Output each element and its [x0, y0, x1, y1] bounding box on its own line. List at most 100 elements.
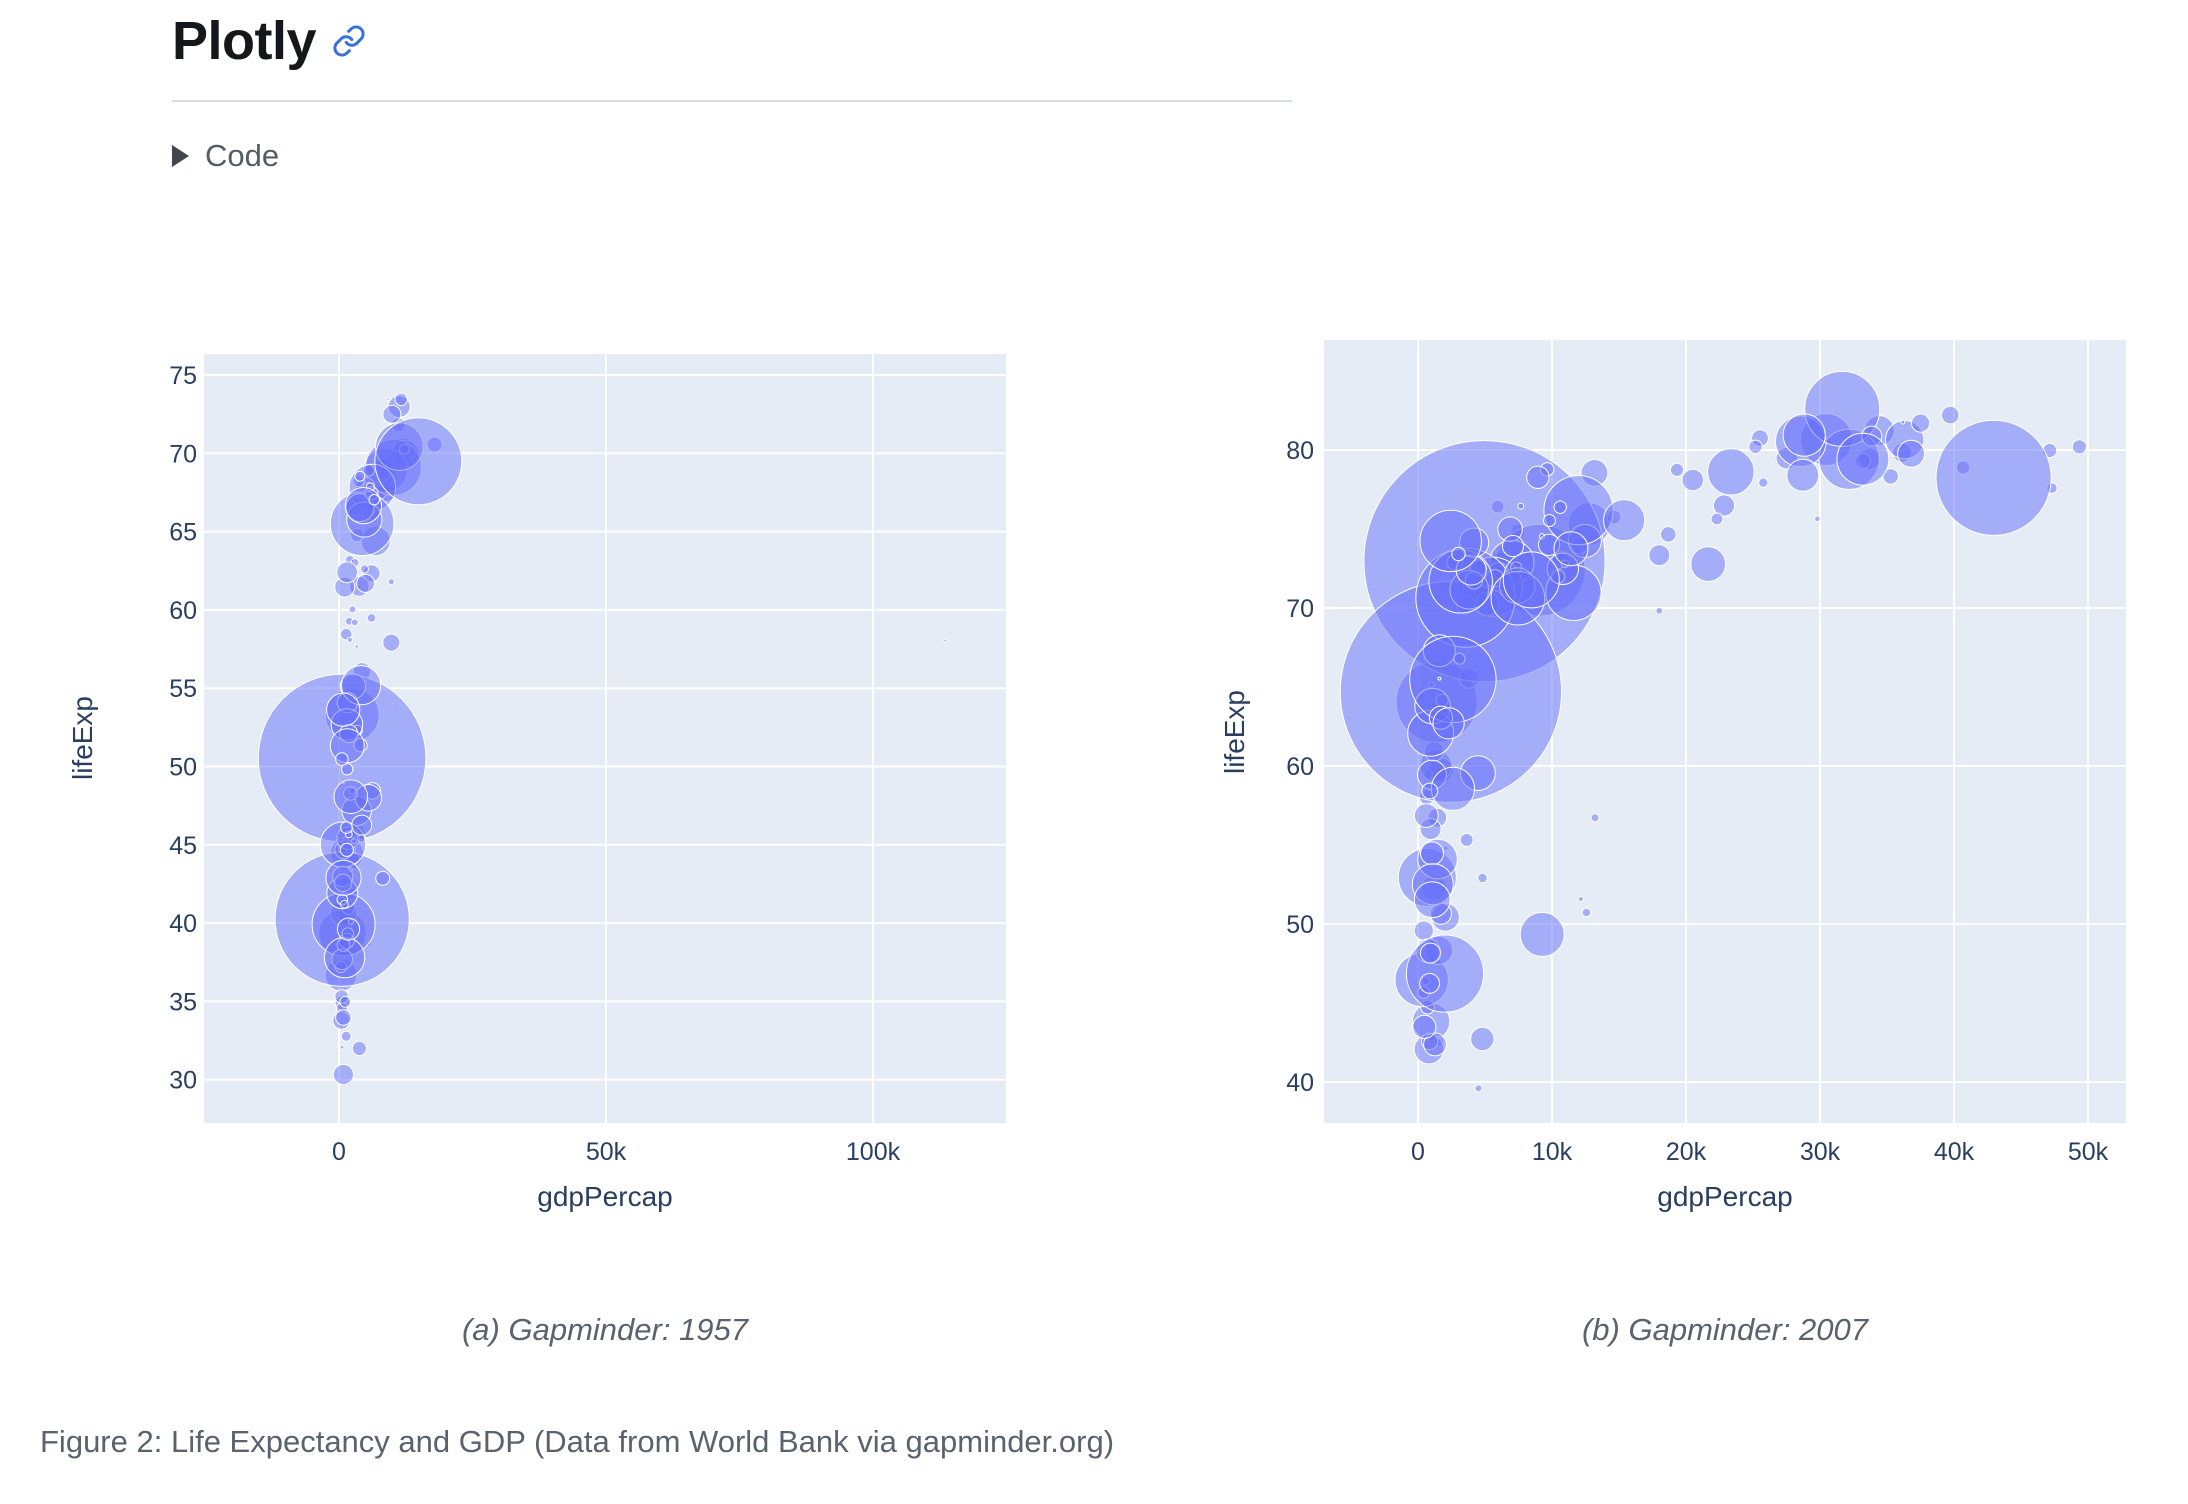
y-tick-label: 75	[169, 362, 197, 390]
bubble	[1437, 676, 1442, 681]
bubble	[1501, 535, 1525, 558]
x-tick-label: 20k	[1666, 1138, 1707, 1166]
bubble	[1911, 413, 1931, 433]
page-title: Plotly	[172, 10, 366, 72]
y-tick-label: 45	[169, 832, 197, 860]
bubble	[1712, 494, 1736, 517]
y-tick-label: 70	[1286, 595, 1314, 623]
bubble	[1681, 468, 1705, 492]
bubble	[339, 995, 352, 1008]
bubble	[1782, 413, 1826, 457]
bubble	[386, 397, 391, 401]
bubble	[2071, 439, 2087, 455]
bubble	[1897, 439, 1926, 468]
bubble	[1935, 419, 2052, 536]
bubble	[1419, 509, 1482, 573]
disclosure-triangle-icon	[172, 145, 189, 167]
bubble	[1517, 502, 1525, 510]
bubble	[1553, 531, 1589, 567]
bubble	[394, 392, 408, 407]
bubble	[375, 870, 391, 886]
bubble	[332, 1063, 354, 1086]
bubble	[1419, 973, 1440, 994]
bubble	[1941, 405, 1960, 425]
bubble	[1423, 1032, 1447, 1057]
bubble	[1748, 439, 1763, 454]
bubble	[1502, 551, 1560, 609]
x-axis-title: gdpPercap	[1657, 1181, 1792, 1212]
x-tick-label: 30k	[1800, 1138, 1841, 1166]
bubble	[339, 842, 354, 857]
y-tick-label: 70	[169, 440, 197, 468]
bubble	[1432, 707, 1465, 740]
y-tick-label: 55	[169, 675, 197, 703]
bubble	[356, 573, 376, 593]
bubble	[1710, 512, 1724, 526]
bubble	[1603, 499, 1646, 542]
bubble	[943, 638, 948, 643]
bubble	[382, 633, 401, 652]
bubble	[1660, 526, 1677, 543]
bubble	[1519, 911, 1565, 957]
bubble	[1655, 606, 1664, 615]
bubble	[382, 404, 402, 424]
bubble	[1707, 448, 1755, 496]
bubble	[354, 644, 359, 649]
bubble	[1786, 458, 1820, 492]
x-tick-label: 0	[1411, 1138, 1425, 1166]
bubble	[344, 487, 382, 525]
bubble	[359, 564, 369, 574]
chart-gapminder-1957: 0 50k 100k 30 35 40 45 50 55 60 65 70 75 gdpPercap lif…	[67, 354, 1006, 1212]
y-tick-label: 80	[1286, 437, 1314, 465]
bubble	[1577, 896, 1584, 902]
heading-anchor-link[interactable]	[332, 24, 366, 58]
page-title-text: Plotly	[172, 11, 317, 71]
bubble	[1648, 544, 1671, 567]
bubble	[1553, 500, 1567, 514]
y-tick-label: 40	[1286, 1069, 1314, 1097]
y-tick-label: 50	[1286, 911, 1314, 939]
code-disclosure-summary[interactable]: Code	[172, 138, 279, 174]
x-tick-label: 40k	[1934, 1138, 1975, 1166]
y-tick-label: 50	[169, 754, 197, 782]
bubble	[1413, 881, 1451, 919]
bubble	[340, 821, 353, 834]
bubble	[1420, 841, 1444, 866]
bubble	[1900, 419, 1906, 425]
y-tick-label: 30	[169, 1067, 197, 1095]
bubble	[387, 578, 395, 586]
y-tick-label: 60	[1286, 753, 1314, 781]
bubble-series	[1339, 370, 2087, 1093]
y-axis-title: lifeExp	[1219, 690, 1250, 774]
y-tick-label: 60	[169, 597, 197, 625]
bubble	[341, 763, 354, 776]
bubble	[339, 1044, 345, 1050]
bubble	[1477, 872, 1488, 884]
bubble	[326, 692, 361, 727]
bubble	[1470, 1026, 1495, 1052]
x-tick-label: 50k	[2068, 1138, 2109, 1166]
bubble	[351, 814, 373, 836]
bubble	[1581, 907, 1592, 918]
bubble	[366, 613, 377, 623]
bubble	[1542, 514, 1556, 527]
figure-caption: Figure 2: Life Expectancy and GDP (Data …	[40, 1424, 1115, 1459]
bubble	[1814, 515, 1821, 523]
bubble-series	[257, 392, 948, 1086]
subfigure-caption-a: (a) Gapminder: 1957	[461, 1312, 749, 1347]
chart-gapminder-2007: 0 10k 20k 30k 40k 50k 40 50 60 70 80 gdpPercap lifeE…	[1219, 340, 2126, 1212]
bubble	[1836, 432, 1890, 486]
x-tick-label: 10k	[1532, 1138, 1573, 1166]
y-tick-label: 35	[169, 988, 197, 1016]
bubble	[1590, 813, 1600, 823]
bubble	[1412, 1014, 1437, 1040]
bubble	[1474, 1084, 1483, 1093]
x-axis-title: gdpPercap	[537, 1181, 672, 1212]
code-disclosure[interactable]: Code	[172, 138, 279, 174]
code-disclosure-label: Code	[205, 138, 280, 173]
title-divider	[172, 100, 1292, 102]
y-tick-label: 65	[169, 519, 197, 547]
bubble	[333, 779, 369, 815]
bubble	[350, 618, 359, 627]
